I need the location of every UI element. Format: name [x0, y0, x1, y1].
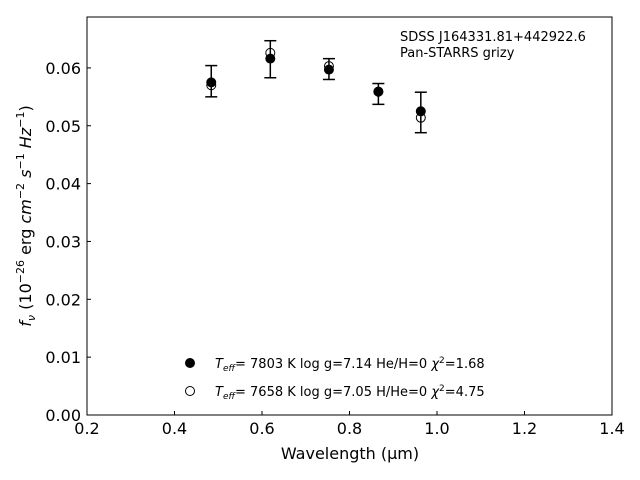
y-tick-label-4: 0.04: [45, 175, 81, 194]
legend-entry-1: Teff= 7803 K log g=7.14 He/H=0 χ2=1.68: [215, 356, 485, 374]
y-tick-label-5: 0.05: [45, 117, 81, 136]
x-tick-label-4: 1.0: [424, 419, 449, 438]
data-points: [206, 47, 426, 123]
model-point-open-2: [323, 61, 334, 72]
x-tick-label-2: 0.6: [249, 419, 274, 438]
model-point-filled-2: [323, 64, 334, 75]
model-point-open-0: [206, 80, 217, 91]
x-tick-label-3: 0.8: [337, 419, 362, 438]
x-tick-label-1: 0.4: [162, 419, 187, 438]
legend-entry-2: Teff= 7658 K log g=7.05 H/He=0 χ2=4.75: [215, 384, 485, 402]
x-tick-label-5: 1.2: [512, 419, 537, 438]
y-tick-label-6: 0.06: [45, 59, 81, 78]
y-tick-label-1: 0.01: [45, 348, 81, 367]
plot-area: [86, 16, 613, 416]
y-tick-label-0: 0.00: [45, 406, 81, 425]
axis-ticks: 0.2 0.4 0.6 0.8 1.0 1.2 1.4 0.00 0.01 0.02 0.03 0.0…: [45, 59, 624, 438]
annotation-line-1: SDSS J164331.81+442922.6: [400, 30, 586, 45]
legend-marker-filled: [185, 358, 195, 368]
model-point-open-4: [415, 112, 426, 123]
annotation-line-2: Pan-STARRS grizy: [400, 46, 515, 61]
legend: Teff= 7803 K log g=7.14 He/H=0 χ2=1.68 T…: [185, 356, 485, 402]
y-tick-label-3: 0.03: [45, 232, 81, 251]
y-tick-label-2: 0.02: [45, 290, 81, 309]
error-bars: [205, 39, 427, 134]
x-axis-label: Wavelength (μm): [281, 444, 419, 463]
model-point-open-3: [373, 86, 384, 97]
legend-marker-open: [185, 386, 195, 396]
model-point-filled-0: [206, 77, 217, 88]
x-tick-label-6: 1.4: [599, 419, 624, 438]
x-tick-label-0: 0.2: [74, 419, 99, 438]
plot-frame: [86, 16, 613, 416]
model-point-filled-1: [265, 53, 276, 64]
y-axis-label: fν (10−26 erg cm−2 s−1 Hz−1): [14, 105, 38, 326]
model-point-open-1: [265, 47, 276, 58]
